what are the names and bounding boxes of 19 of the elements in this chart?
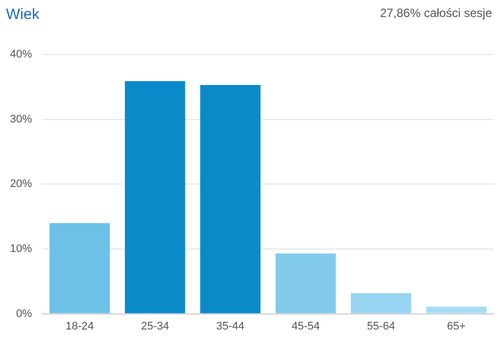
chart-title: Wiek	[6, 6, 40, 23]
bar	[350, 293, 412, 314]
x-tick-label: 45-54	[292, 320, 320, 332]
x-tick-label: 35-44	[216, 320, 244, 332]
y-tick-label: 30%	[10, 113, 32, 126]
x-tick-label: 55-64	[366, 320, 396, 332]
x-tick-label: 25-34	[140, 320, 170, 332]
y-tick-label: 40%	[10, 48, 32, 61]
bar	[50, 223, 110, 314]
bar	[426, 306, 486, 314]
bar	[276, 254, 336, 314]
x-tick-label: 18-24	[66, 320, 94, 332]
y-tick-label: 10%	[10, 243, 32, 256]
y-tick-label: 0%	[16, 308, 32, 320]
bar	[124, 81, 186, 314]
bar	[200, 85, 260, 314]
x-tick-label: 65+	[447, 320, 466, 332]
y-tick-label: 20%	[10, 178, 32, 190]
text: 27,86% całości sesje	[380, 6, 492, 20]
